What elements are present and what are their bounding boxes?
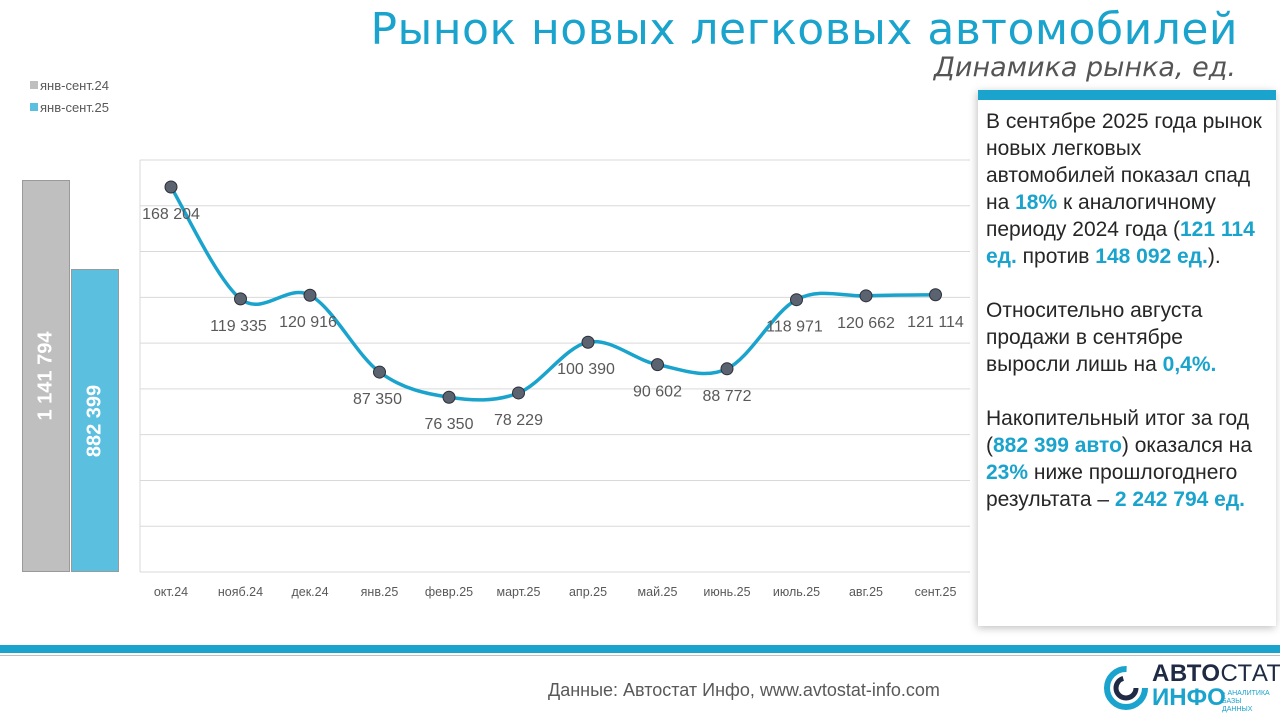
info-panel: В сентябре 2025 года рынок новых легковы… [978, 90, 1276, 626]
data-point [373, 365, 386, 379]
info-p3-highlight-2: 23% [986, 461, 1029, 484]
x-tick-label: апр.25 [569, 585, 607, 599]
data-label: 90 602 [633, 384, 682, 401]
data-point [790, 293, 803, 307]
bar-jan-sep-2025: 882 399 [71, 269, 119, 572]
info-p1-text-3: против [1016, 245, 1096, 268]
data-point [859, 289, 873, 303]
legend-swatch-2025 [30, 103, 38, 111]
footer-divider [0, 655, 1280, 656]
x-tick-label: авг.25 [849, 585, 883, 599]
data-label: 78 229 [494, 412, 543, 429]
legend-label-2024: янв-сент.24 [40, 77, 109, 93]
data-point [442, 390, 456, 404]
data-point [651, 358, 664, 372]
data-labels: 168 204 119 335 120 916 87 350 76 350 78 229 1… [142, 206, 964, 433]
info-p3-text-3: ниже прошлогоднего результата – [986, 461, 1238, 511]
data-label: 121 114 [907, 314, 964, 331]
series-line [169, 186, 936, 402]
x-tick-labels: окт.24 нояб.24 дек.24 янв.25 февр.25 март.25 а… [154, 585, 957, 599]
info-p3-text-1: Накопительный итог за год ( [986, 407, 1249, 457]
legend-label-2025: янв-сент.25 [40, 99, 109, 115]
info-text: В сентябре 2025 года рынок новых легковы… [986, 108, 1270, 540]
avtostat-logo: АВТОСТАТ ИНФО ▸ АНАЛИТИКА БАЗЫ ДАННЫХ [1102, 660, 1280, 716]
data-point [720, 362, 734, 376]
bar-jan-sep-2024: 1 141 794 [22, 180, 70, 572]
x-tick-label: окт.24 [154, 585, 188, 599]
data-point [581, 335, 595, 349]
info-p2-text-1: Относительно августа продажи в сентябре … [986, 299, 1203, 376]
page-subtitle: Динамика рынка, ед. [933, 52, 1236, 83]
data-label: 120 916 [279, 314, 337, 331]
data-point [303, 288, 317, 302]
x-tick-label: дек.24 [291, 585, 328, 599]
info-paragraph-2: Относительно августа продажи в сентябре … [986, 297, 1270, 378]
legend-item-2025: янв-сент.25 [30, 96, 109, 118]
info-p1-text-1: В сентябре 2025 года рынок новых легковы… [986, 110, 1262, 214]
data-point [234, 292, 247, 306]
monthly-line-chart: 168 204 119 335 120 916 87 350 76 350 78 229 1… [139, 159, 970, 599]
x-tick-label: июль.25 [773, 585, 820, 599]
legend-swatch-2024 [30, 81, 38, 89]
x-tick-label: май.25 [638, 585, 678, 599]
logo-wordmark-top: АВТОСТАТ [1152, 660, 1280, 688]
x-tick-label: нояб.24 [218, 585, 263, 599]
data-label: 88 772 [703, 388, 752, 405]
info-p1-highlight-2: 121 114 ед. [986, 218, 1255, 268]
bar-value-label-2024: 1 141 794 [34, 331, 57, 421]
bar-value-label-2025: 882 399 [83, 384, 106, 457]
data-point [164, 180, 178, 194]
data-label: 120 662 [837, 315, 895, 332]
info-p1-text-4: ). [1207, 245, 1221, 268]
chart-legend: янв-сент.24 янв-сент.25 [30, 74, 109, 118]
data-label: 119 335 [210, 318, 267, 335]
page-title: Рынок новых легковых автомобилей [370, 4, 1238, 55]
x-tick-label: март.25 [497, 585, 541, 599]
source-note: Данные: Автостат Инфо, www.avtostat-info… [548, 680, 940, 700]
data-label: 168 204 [142, 206, 200, 223]
info-p1-text-2: к аналогичному периоду 2024 года ( [986, 191, 1216, 241]
info-panel-accent-bar [978, 90, 1276, 100]
info-p1-highlight-1: 18% [1015, 191, 1058, 214]
info-paragraph-3: Накопительный итог за год (882 399 авто)… [986, 405, 1270, 513]
info-p1-highlight-3: 148 092 ед. [1095, 245, 1208, 268]
logo-info: ИНФО [1152, 684, 1226, 711]
data-label: 100 390 [557, 361, 615, 378]
footer-accent-line [0, 645, 1280, 653]
markers [164, 180, 942, 404]
logo-stat: СТАТ [1220, 660, 1280, 687]
data-label: 76 350 [425, 416, 474, 433]
data-point [929, 288, 942, 302]
x-tick-label: янв.25 [361, 585, 399, 599]
info-p3-text-2: ) оказался на [1121, 434, 1253, 457]
legend-item-2024: янв-сент.24 [30, 74, 109, 96]
data-point [512, 386, 525, 400]
data-label: 87 350 [353, 391, 402, 408]
logo-avto: АВТО [1152, 660, 1221, 687]
info-paragraph-1: В сентябре 2025 года рынок новых легковы… [986, 108, 1270, 270]
x-tick-label: февр.25 [425, 585, 473, 599]
logo-mark-icon [1104, 666, 1148, 710]
info-p3-highlight-1: 882 399 авто [993, 434, 1122, 457]
info-p2-highlight-1: 0,4%. [1162, 353, 1217, 376]
info-p3-highlight-3: 2 242 794 ед. [1114, 488, 1246, 511]
data-label: 118 971 [766, 319, 823, 336]
logo-tagline: ▸ АНАЛИТИКА БАЗЫ ДАННЫХ [1222, 690, 1270, 713]
x-tick-label: сент.25 [915, 585, 957, 599]
x-tick-label: июнь.25 [703, 585, 750, 599]
